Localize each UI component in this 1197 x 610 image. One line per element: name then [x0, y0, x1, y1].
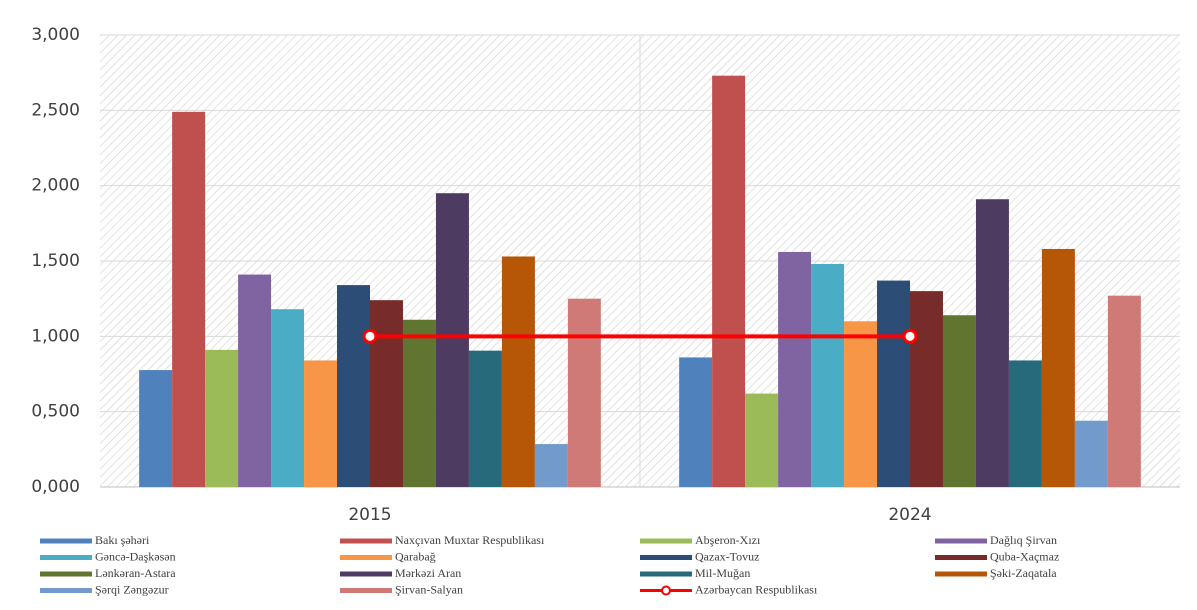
- y-tick-label: 1,000: [31, 326, 80, 346]
- legend-label: Mil-Muğan: [695, 566, 750, 580]
- bar: [139, 370, 173, 487]
- y-tick-label: 2,000: [31, 176, 80, 196]
- legend-swatch: [340, 588, 392, 593]
- bar: [468, 350, 502, 487]
- legend-swatch: [935, 571, 987, 577]
- bar: [942, 315, 976, 487]
- bar: [712, 75, 746, 488]
- legend-swatch: [935, 555, 987, 560]
- bar: [679, 357, 713, 487]
- legend-swatch: [340, 571, 392, 577]
- legend-swatch-marker: [661, 585, 671, 596]
- legend-swatch: [640, 555, 692, 560]
- bar: [975, 199, 1009, 487]
- legend-label: Şərqi Zəngəzur: [95, 582, 169, 596]
- legend-label: Azərbaycan Respublikası: [695, 582, 818, 596]
- bar: [567, 298, 601, 487]
- legend-label: Qarabağ: [395, 549, 436, 563]
- legend-swatch: [640, 538, 692, 544]
- legend-swatch: [340, 538, 392, 544]
- bar: [534, 444, 568, 487]
- bar: [402, 319, 436, 487]
- legend-swatch: [40, 538, 92, 544]
- y-tick-label: 0,000: [31, 477, 80, 497]
- legend-label: Dağlıq Şirvan: [990, 533, 1057, 547]
- x-tick-label: 2024: [888, 505, 931, 525]
- bar: [304, 360, 338, 487]
- legend-swatch: [640, 571, 692, 577]
- bar: [435, 193, 469, 487]
- bar: [778, 251, 812, 487]
- y-tick-label: 0,500: [31, 402, 80, 422]
- bar: [844, 321, 878, 487]
- x-tick-label: 2015: [348, 505, 391, 525]
- bar: [1008, 360, 1042, 487]
- legend-label: Şirvan-Salyan: [395, 582, 463, 596]
- bar: [1074, 420, 1108, 487]
- bar: [205, 349, 239, 487]
- legend-swatch: [40, 571, 92, 577]
- y-tick-label: 2,500: [31, 100, 80, 120]
- legend-label: Bakı şəhəri: [95, 533, 150, 547]
- bar: [877, 280, 910, 487]
- legend-label: Gəncə-Daşkəsən: [95, 549, 176, 563]
- legend-swatch: [40, 588, 92, 593]
- y-tick-label: 1,500: [31, 251, 80, 271]
- bar: [1107, 295, 1141, 487]
- legend-swatch: [340, 555, 392, 560]
- bar: [271, 309, 305, 487]
- bar: [811, 264, 845, 487]
- bar: [238, 274, 272, 487]
- legend-label: Qazax-Tovuz: [695, 549, 759, 563]
- legend-label: Naxçıvan Muxtar Respublikası: [395, 533, 545, 547]
- bar: [172, 111, 206, 487]
- legend-swatch: [40, 555, 92, 560]
- legend-label: Quba-Xaçmaz: [990, 549, 1059, 563]
- bar: [910, 291, 943, 487]
- legend-label: Şəki-Zaqatala: [990, 566, 1057, 580]
- bar: [745, 393, 779, 487]
- bar: [370, 300, 403, 487]
- legend-label: Mərkəzi Aran: [395, 566, 461, 580]
- line-marker: [362, 328, 378, 344]
- legend-swatch: [935, 538, 987, 544]
- bar: [1041, 248, 1075, 487]
- y-tick-label: 3,000: [31, 25, 80, 45]
- legend-label: Lənkəran-Astara: [95, 566, 176, 580]
- line-marker: [902, 328, 918, 344]
- bar: [501, 256, 535, 487]
- bar: [337, 285, 370, 487]
- legend-label: Abşeron-Xızı: [695, 533, 761, 547]
